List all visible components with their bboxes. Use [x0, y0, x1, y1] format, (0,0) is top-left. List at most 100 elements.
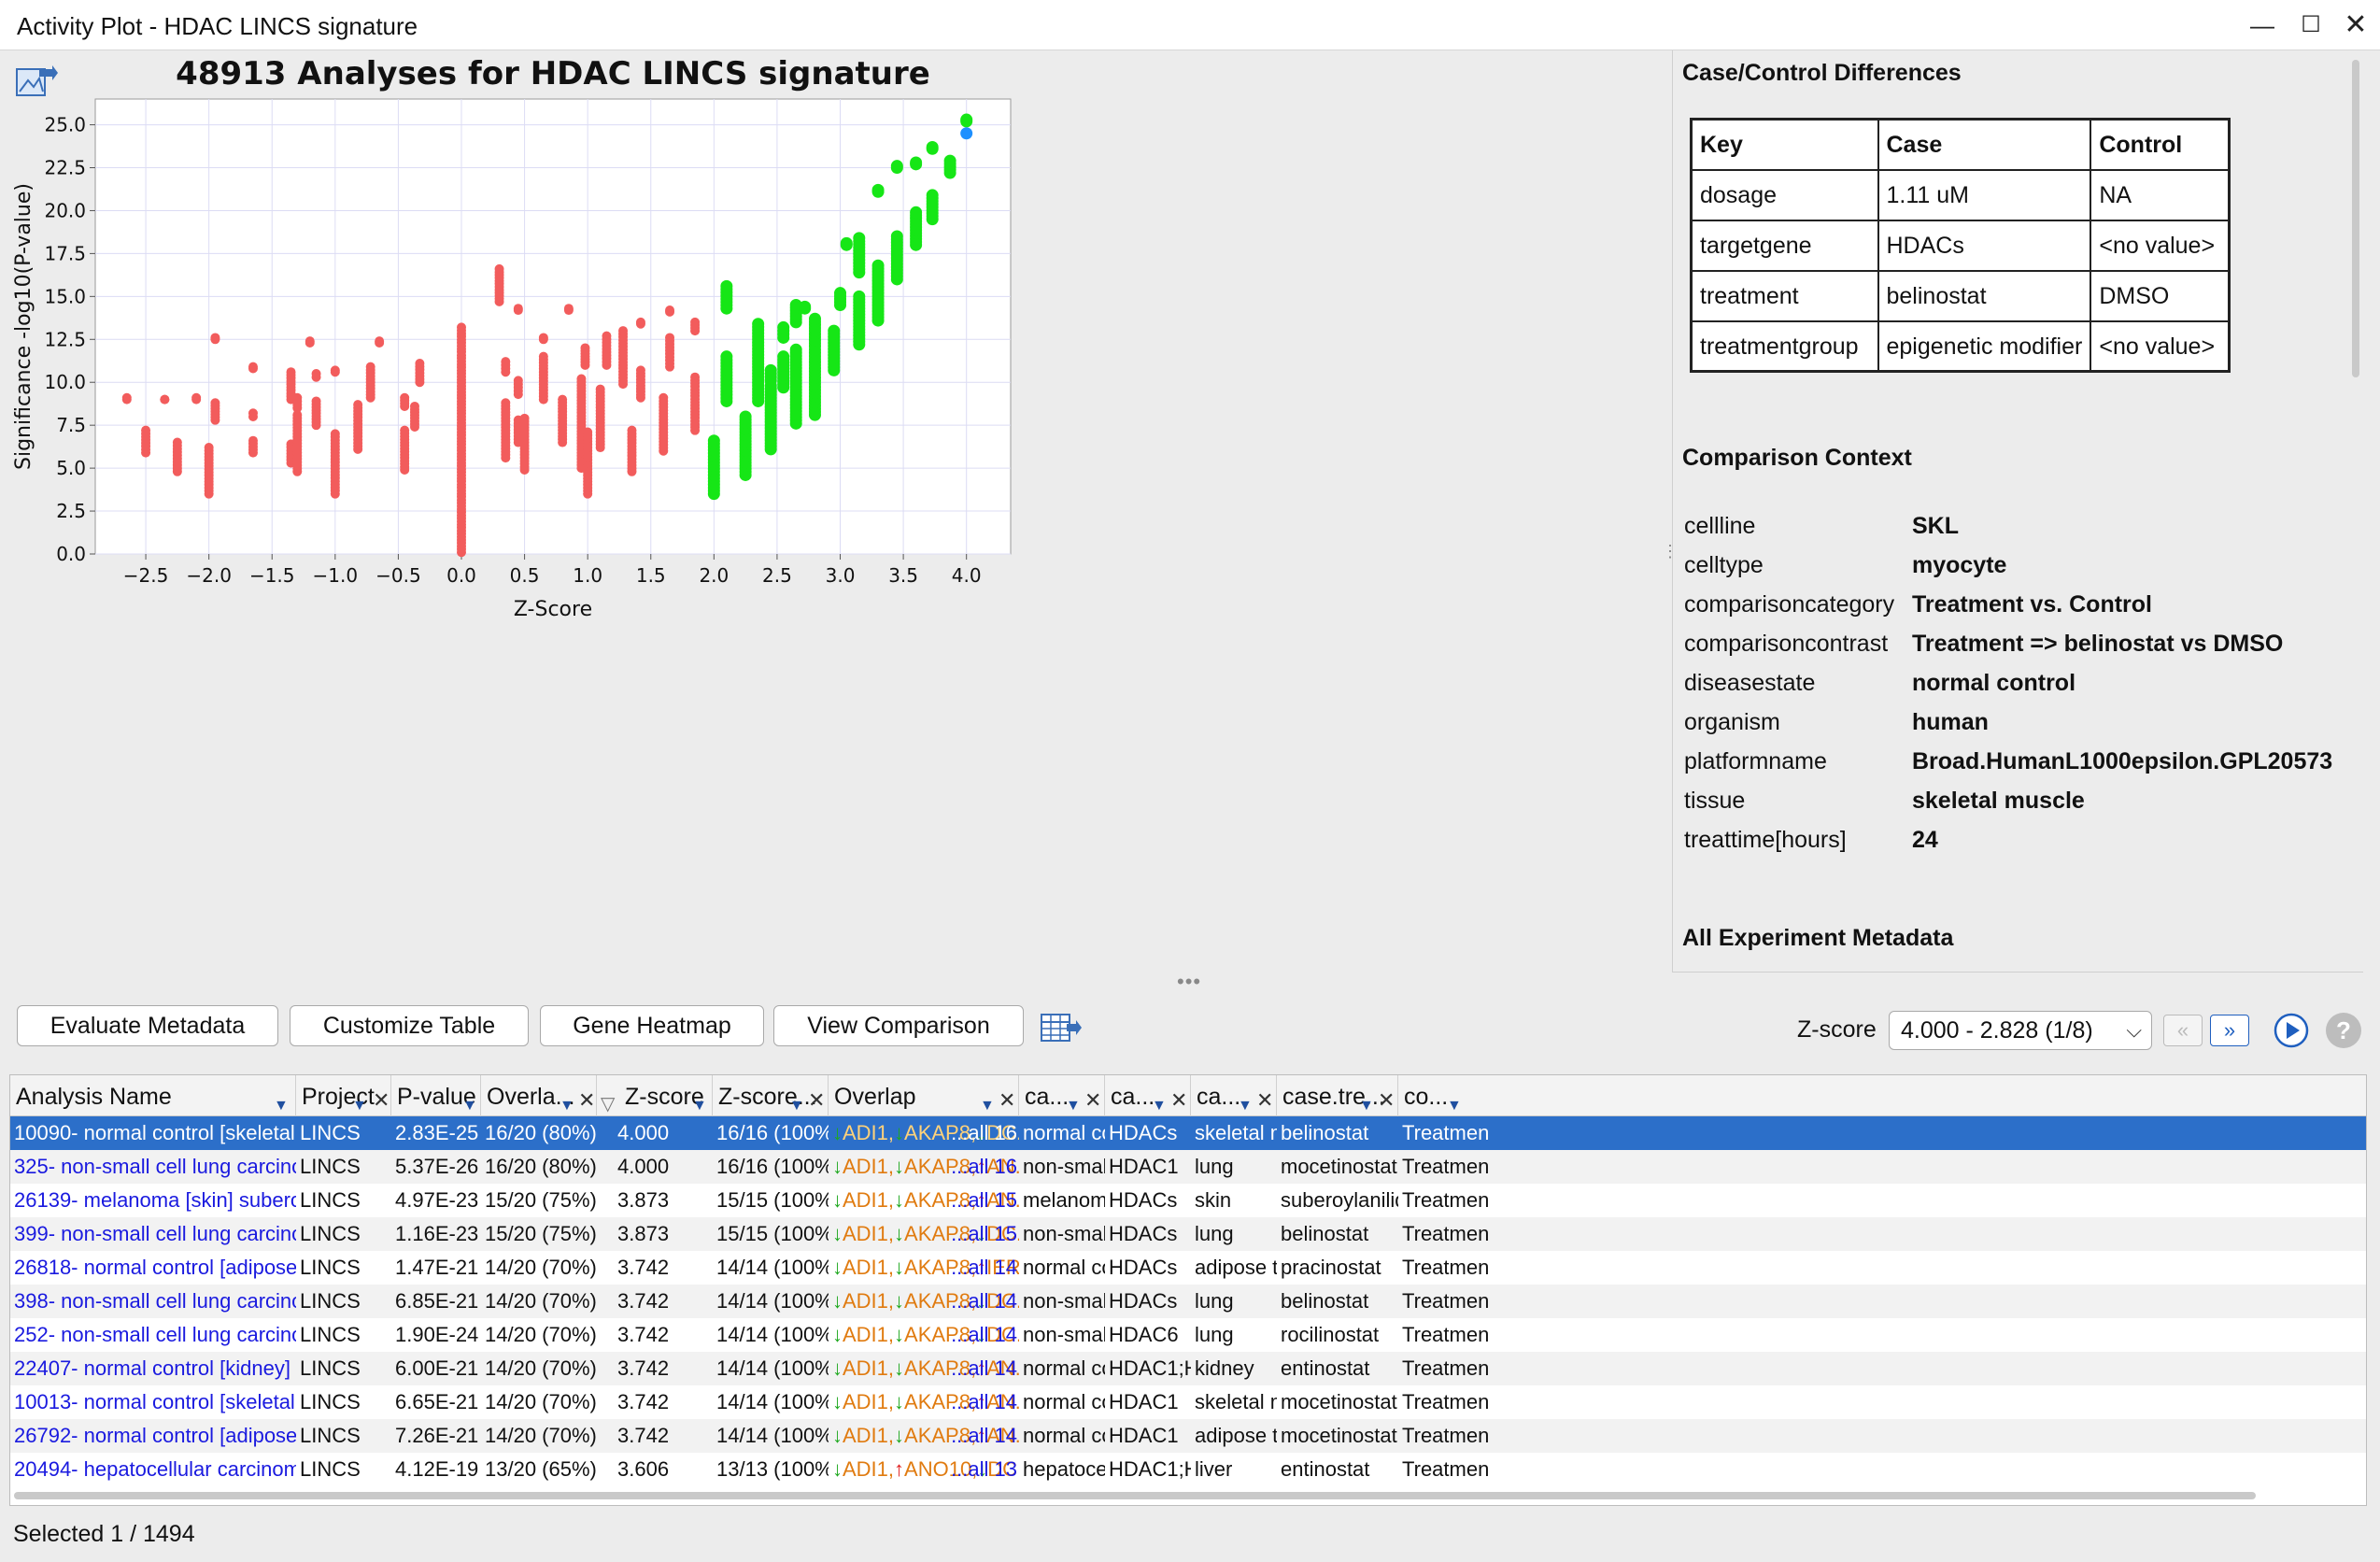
data-point[interactable]: [890, 160, 903, 173]
data-point[interactable]: [204, 443, 214, 453]
overlap-all-link[interactable]: ...all 14: [951, 1323, 1017, 1346]
table-row[interactable]: 10090- normal control [skeletal muscle] …: [10, 1116, 2366, 1150]
data-point[interactable]: [871, 259, 885, 272]
data-point[interactable]: [635, 317, 645, 327]
data-point[interactable]: [720, 350, 733, 363]
data-point[interactable]: [576, 374, 587, 384]
filter-icon[interactable]: ▼: [1152, 1098, 1167, 1114]
data-point[interactable]: [602, 331, 612, 341]
column-comparison[interactable]: co... ▼: [1398, 1075, 2366, 1116]
close-icon[interactable]: ✕: [1378, 1088, 1395, 1112]
overlap-all-link[interactable]: ...all 14: [951, 1256, 1017, 1279]
data-point[interactable]: [538, 333, 548, 343]
column-pvalue[interactable]: P-value ▼: [391, 1075, 481, 1116]
column-overlap[interactable]: Overlap ▼ ✕: [829, 1075, 1019, 1116]
data-point[interactable]: [210, 398, 220, 408]
data-point[interactable]: [519, 413, 530, 423]
horizontal-splitter-handle[interactable]: •••: [1177, 970, 1202, 993]
data-point[interactable]: [777, 320, 790, 334]
data-point[interactable]: [799, 300, 812, 313]
close-icon[interactable]: ✕: [1084, 1088, 1102, 1112]
details-scrollbar[interactable]: [2352, 60, 2359, 377]
help-icon[interactable]: ?: [2326, 1013, 2361, 1048]
data-point[interactable]: [752, 318, 765, 331]
data-point[interactable]: [311, 369, 321, 379]
table-export-icon[interactable]: [1041, 1013, 1082, 1044]
data-point[interactable]: [910, 156, 923, 169]
column-case-target[interactable]: ca... ▼ ✕: [1105, 1075, 1191, 1116]
data-point[interactable]: [659, 392, 669, 403]
overlap-all-link[interactable]: ...all 14: [951, 1424, 1017, 1447]
table-row[interactable]: 26139- melanoma [skin] suberoylanilide h…: [10, 1184, 2366, 1217]
data-point[interactable]: [618, 326, 629, 336]
overlap-all-link[interactable]: ...all 16: [951, 1121, 1017, 1144]
column-case-disease[interactable]: ca... ▼ ✕: [1019, 1075, 1105, 1116]
data-point[interactable]: [890, 230, 903, 243]
data-point[interactable]: [808, 312, 821, 325]
data-point[interactable]: [292, 410, 303, 420]
data-point[interactable]: [248, 408, 258, 419]
data-point[interactable]: [720, 279, 733, 292]
data-point[interactable]: [926, 189, 939, 202]
filter-icon[interactable]: ▼: [352, 1098, 367, 1114]
vertical-splitter-handle[interactable]: ⋮: [1662, 542, 1679, 561]
data-point[interactable]: [330, 365, 340, 376]
data-point[interactable]: [513, 376, 523, 386]
overlap-all-link[interactable]: ...all 13: [951, 1457, 1017, 1481]
column-zscore[interactable]: ▽ Z-score ▼: [597, 1075, 713, 1116]
data-point[interactable]: [853, 232, 866, 245]
data-point[interactable]: [121, 392, 132, 403]
close-icon[interactable]: ✕: [578, 1088, 596, 1112]
data-point[interactable]: [558, 394, 568, 405]
table-row[interactable]: 26792- normal control [adipose tissue] m…: [10, 1419, 2366, 1453]
data-point[interactable]: [789, 343, 802, 356]
data-point[interactable]: [292, 392, 303, 403]
close-icon[interactable]: ✕: [373, 1088, 390, 1112]
table-row[interactable]: 399- non-small cell lung carcinoma [lung…: [10, 1217, 2366, 1251]
play-icon[interactable]: [2274, 1013, 2309, 1048]
data-point[interactable]: [563, 304, 574, 314]
minimize-button[interactable]: —: [2250, 11, 2274, 39]
data-point[interactable]: [910, 206, 923, 219]
selected-data-point[interactable]: [960, 127, 973, 140]
table-row[interactable]: 10013- normal control [skeletal muscle] …: [10, 1385, 2366, 1419]
data-point[interactable]: [627, 425, 637, 435]
data-point[interactable]: [160, 394, 170, 405]
table-row[interactable]: 22407- normal control [kidney] entinosta…: [10, 1352, 2366, 1385]
data-point[interactable]: [248, 362, 258, 372]
data-point[interactable]: [141, 425, 151, 435]
previous-page-button[interactable]: «: [2163, 1015, 2203, 1046]
data-point[interactable]: [828, 324, 841, 337]
data-point[interactable]: [375, 336, 385, 347]
close-button[interactable]: ✕: [2344, 9, 2368, 40]
filter-icon[interactable]: ▼: [692, 1098, 707, 1114]
data-point[interactable]: [191, 392, 202, 403]
table-row[interactable]: 20494- hepatocellular carcinoma (LIHC) […: [10, 1453, 2366, 1486]
data-point[interactable]: [457, 322, 466, 333]
data-point[interactable]: [400, 425, 410, 435]
data-point[interactable]: [665, 333, 675, 343]
filter-icon[interactable]: ▼: [462, 1098, 477, 1114]
close-icon[interactable]: ✕: [999, 1088, 1016, 1112]
data-point[interactable]: [409, 401, 419, 411]
filter-icon[interactable]: ▼: [980, 1098, 995, 1114]
filter-icon[interactable]: ▼: [1238, 1098, 1253, 1114]
filter-icon[interactable]: ▼: [1359, 1098, 1374, 1114]
data-point[interactable]: [707, 434, 720, 447]
view-comparison-button[interactable]: View Comparison: [773, 1005, 1024, 1046]
overlap-all-link[interactable]: ...all 14: [951, 1356, 1017, 1380]
data-point[interactable]: [286, 367, 296, 377]
activity-scatter-chart[interactable]: −2.5 −2.0 −1.5 −1.0 −0.5 0.0 0.5 1.0 1.5 2.0 2.5 3.…: [0, 50, 1665, 985]
data-point[interactable]: [853, 290, 866, 303]
table-row[interactable]: 398- non-small cell lung carcinoma [lung…: [10, 1285, 2366, 1318]
maximize-button[interactable]: ☐: [2301, 12, 2321, 37]
data-point[interactable]: [580, 343, 590, 353]
evaluate-metadata-button[interactable]: Evaluate Metadata: [17, 1005, 278, 1046]
data-point[interactable]: [595, 384, 605, 394]
data-point[interactable]: [415, 359, 425, 369]
filter-icon[interactable]: ▼: [789, 1098, 804, 1114]
data-point[interactable]: [248, 435, 258, 446]
close-icon[interactable]: ✕: [808, 1088, 826, 1112]
filter-icon[interactable]: ▼: [274, 1098, 289, 1114]
data-point[interactable]: [834, 287, 847, 300]
